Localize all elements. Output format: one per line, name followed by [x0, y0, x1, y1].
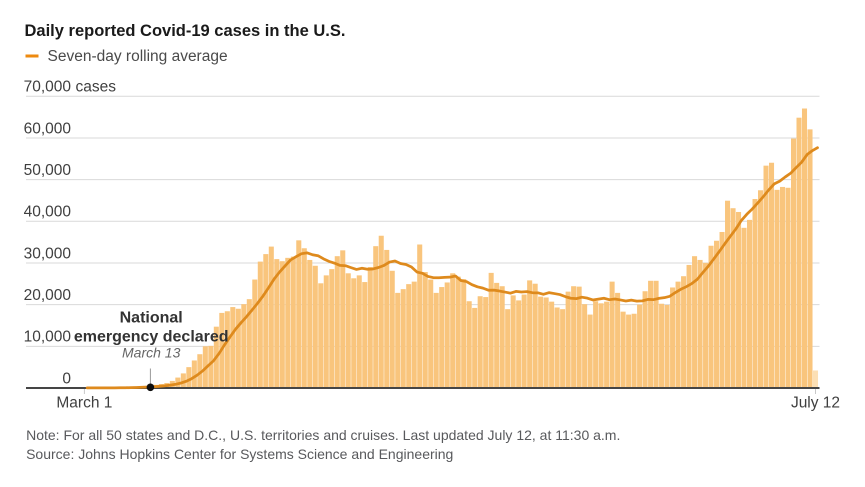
- svg-text:30,000: 30,000: [24, 245, 72, 262]
- svg-text:Seven-day rolling average: Seven-day rolling average: [48, 48, 228, 65]
- svg-text:20,000: 20,000: [24, 287, 72, 304]
- svg-text:March 13: March 13: [122, 345, 181, 361]
- svg-text:Note: For all 50 states and D.: Note: For all 50 states and D.C., U.S. t…: [26, 427, 620, 443]
- svg-text:Daily reported Covid-19 cases: Daily reported Covid-19 cases in the U.S…: [25, 22, 346, 40]
- svg-text:March 1: March 1: [56, 395, 112, 412]
- svg-text:National: National: [120, 310, 183, 327]
- svg-text:emergency declared: emergency declared: [74, 329, 229, 346]
- svg-text:Source: Johns Hopkins Center f: Source: Johns Hopkins Center for Systems…: [26, 446, 453, 462]
- svg-text:10,000: 10,000: [24, 329, 72, 346]
- svg-text:60,000: 60,000: [24, 120, 72, 137]
- svg-text:50,000: 50,000: [24, 162, 72, 179]
- svg-text:40,000: 40,000: [24, 204, 72, 221]
- svg-text:cases: cases: [76, 79, 117, 96]
- svg-text:0: 0: [62, 370, 71, 387]
- svg-text:70,000: 70,000: [24, 79, 72, 96]
- svg-text:July 12: July 12: [791, 395, 840, 412]
